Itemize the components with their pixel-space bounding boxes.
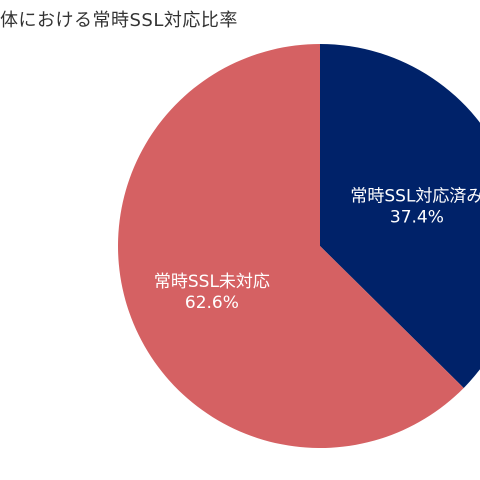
pie-slice-2	[118, 44, 464, 449]
pie-slice-1	[320, 44, 480, 388]
slice-value-2: 62.6%	[185, 293, 239, 313]
pie-slices	[118, 44, 480, 449]
slice-value-1: 37.4%	[390, 208, 444, 228]
slice-label-1: 常時SSL対応済み	[350, 187, 480, 207]
slice-label-2: 常時SSL未対応	[154, 272, 270, 292]
chart-title: 体における常時SSL対応比率	[0, 10, 238, 31]
